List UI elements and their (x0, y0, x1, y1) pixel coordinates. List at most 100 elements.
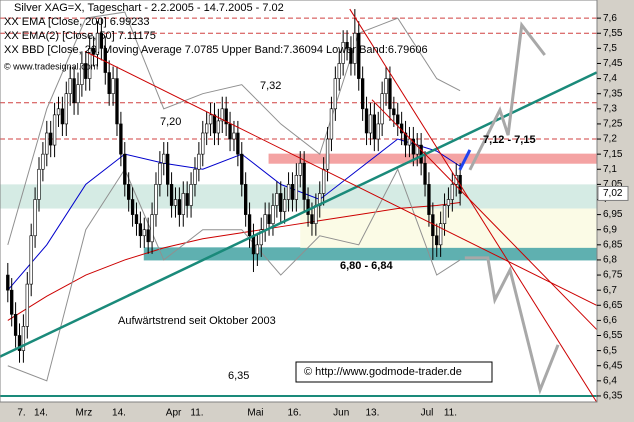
candle-body (154, 184, 158, 215)
candle-body (162, 153, 166, 164)
candle-body (275, 193, 279, 206)
candle-body (99, 32, 104, 49)
candle-body (407, 138, 412, 146)
y-tick-label: 6,7 (603, 285, 617, 296)
y-tick-label: 6,6 (603, 315, 617, 326)
candle-body (267, 214, 271, 224)
candle-body (255, 244, 260, 255)
indicator-line (7, 168, 461, 382)
candle-body (372, 114, 377, 140)
candle-body (240, 153, 244, 185)
candle-body (279, 193, 283, 212)
candle-body (415, 144, 419, 155)
candle-body (6, 274, 10, 291)
candle-body (341, 42, 345, 64)
candle-body (298, 162, 302, 176)
candle-body (201, 132, 205, 155)
candle-body (29, 235, 33, 285)
candle-body (60, 108, 65, 125)
candle-body (205, 123, 209, 134)
candle-body (212, 114, 217, 134)
y-tick-label: 7,05 (603, 179, 623, 190)
candle-body (388, 78, 392, 110)
candle-body (419, 144, 423, 164)
y-tick-label: 6,85 (603, 239, 623, 250)
candle-body (119, 123, 123, 155)
candle-body (220, 108, 224, 122)
y-tick-label: 7,6 (603, 13, 617, 24)
candle-body (251, 235, 256, 255)
candle-body (345, 42, 349, 49)
candle-body (17, 335, 22, 351)
trend-line (371, 99, 597, 330)
candle-body (271, 205, 275, 224)
candle-body (13, 314, 18, 336)
candle-body (329, 108, 334, 140)
y-tick-label: 6,55 (603, 330, 623, 341)
candle-body (197, 153, 201, 170)
y-tick-label: 7,1 (603, 164, 617, 175)
trend-line (0, 71, 598, 358)
candle-body (52, 114, 57, 146)
legend-title: Silver XAG=X, Tageschart - 2.2.2005 - 14… (14, 2, 284, 14)
projection-line (468, 21, 546, 171)
x-tick-label: Jul (421, 408, 434, 419)
candle-body (49, 132, 53, 146)
candle-body (91, 48, 96, 55)
y-tick-label: 7,5 (603, 43, 617, 54)
candle-body (446, 199, 451, 206)
candle-body (314, 205, 318, 224)
candle-body (337, 63, 341, 79)
candle-body (423, 162, 427, 185)
legend-entry: XX EMA [Close, 200] 6.99233 (4, 16, 150, 28)
y-tick-label: 7,35 (603, 88, 623, 99)
candle-body (111, 78, 115, 94)
candle-body (166, 153, 170, 185)
candle-body (357, 32, 361, 79)
candle-body (236, 132, 240, 155)
candle-body (438, 223, 443, 246)
x-tick-label: 11. (444, 408, 457, 419)
candle-body (37, 168, 41, 200)
projection-line (464, 256, 560, 395)
candle-body (146, 229, 150, 243)
candle-body (95, 32, 100, 55)
y-tick-label: 6,8 (603, 255, 617, 266)
candle-body (442, 205, 447, 224)
candle-body (302, 162, 306, 200)
candle-body (56, 108, 61, 116)
y-tick-label: 7,4 (603, 73, 617, 84)
source: © www.tradesignal.com (4, 61, 98, 71)
candle-body (431, 214, 435, 237)
y-tick-label: 7,2 (603, 134, 617, 145)
copyright-box (295, 361, 493, 383)
candle-body (134, 214, 139, 224)
candle-body (72, 78, 76, 104)
zone (0, 184, 597, 209)
candle-body (290, 184, 295, 200)
candle-body (392, 108, 396, 116)
candle-body (193, 168, 197, 185)
zone-label: 7,12 - 7,15 (483, 134, 536, 146)
candle-body (158, 162, 162, 185)
y-tick-label: 6,45 (603, 360, 623, 371)
candle-body (310, 214, 314, 224)
candle-body (411, 138, 416, 155)
copyright: © http://www.godmode-trader.de (304, 366, 462, 378)
candle-body (353, 32, 357, 64)
legend-entry: XX EMA(2) [Close, 50] 7.11175 (4, 30, 156, 42)
candle-body (45, 132, 49, 155)
candle-body (150, 214, 154, 243)
candle-body (259, 229, 263, 246)
candle-body (286, 184, 291, 200)
candle-body (325, 138, 330, 170)
indicator-line (7, 11, 461, 245)
front-layer (0, 8, 598, 403)
candle-body (21, 326, 26, 351)
y-tick-label: 6,4 (603, 375, 617, 386)
level-label: 6,35 (228, 370, 249, 382)
y-tick-label: 6,95 (603, 209, 623, 220)
candle-body (450, 184, 454, 200)
legend-entry: XX BBD [Close, 20, Moving Average 7.0785… (4, 44, 428, 56)
